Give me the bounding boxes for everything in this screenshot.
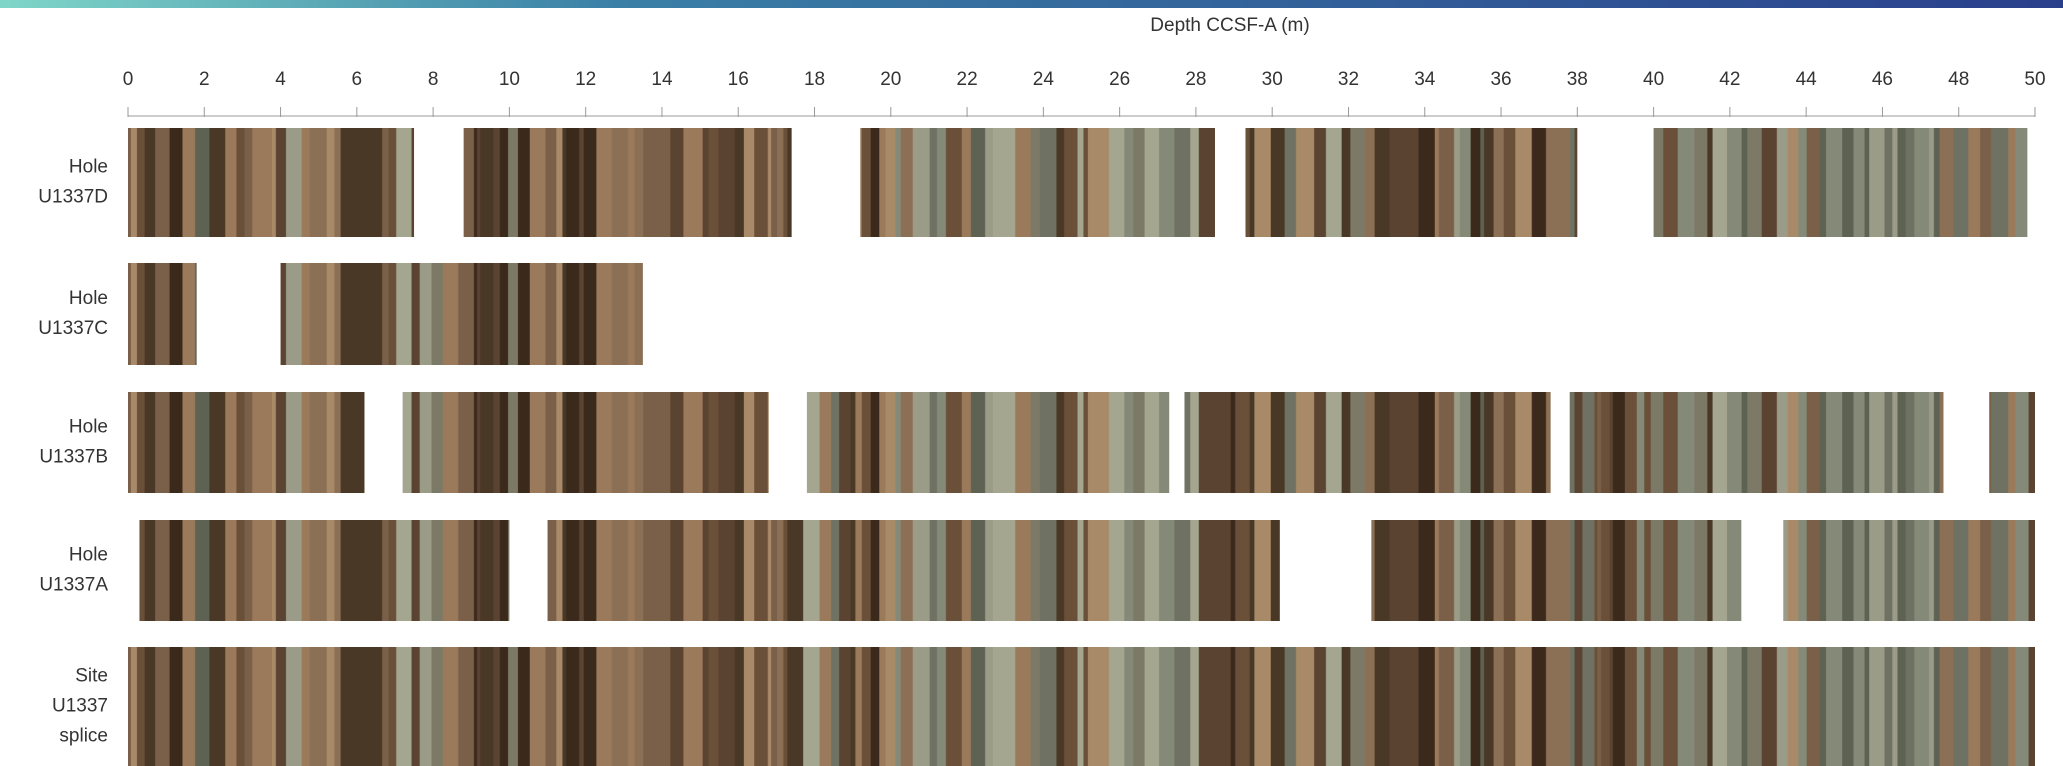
x-tick-label: 14 bbox=[651, 69, 673, 90]
x-tick-label: 0 bbox=[123, 69, 134, 90]
x-tick-label: 12 bbox=[575, 69, 596, 90]
row-label: splice bbox=[59, 726, 108, 747]
x-tick-label: 10 bbox=[499, 69, 520, 90]
x-tick-label: 6 bbox=[352, 69, 363, 90]
row-label: U1337D bbox=[38, 187, 108, 208]
top-band bbox=[0, 0, 2063, 8]
core-segment bbox=[806, 392, 1170, 493]
core-segment bbox=[128, 392, 365, 493]
core-segment bbox=[1569, 392, 1944, 493]
row-label: Hole bbox=[69, 417, 108, 438]
x-tick-label: 8 bbox=[428, 69, 439, 90]
x-tick-label: 4 bbox=[275, 69, 286, 90]
x-tick-label: 20 bbox=[880, 69, 901, 90]
row-label: Hole bbox=[69, 545, 108, 566]
row-label: U1337 bbox=[52, 696, 108, 717]
x-tick-label: 16 bbox=[728, 69, 749, 90]
x-tick-label: 50 bbox=[2024, 69, 2045, 90]
x-tick-label: 46 bbox=[1872, 69, 1893, 90]
x-axis-label: Depth CCSF-A (m) bbox=[1150, 15, 1309, 36]
core-segment bbox=[1245, 128, 1578, 237]
x-tick-label: 28 bbox=[1185, 69, 1206, 90]
core-segment bbox=[128, 128, 415, 237]
x-tick-label: 34 bbox=[1414, 69, 1436, 90]
x-tick-label: 38 bbox=[1567, 69, 1588, 90]
core-segment bbox=[139, 520, 510, 621]
x-tick-label: 42 bbox=[1719, 69, 1740, 90]
core-segment bbox=[128, 647, 2035, 766]
x-tick-label: 2 bbox=[199, 69, 210, 90]
row-label: U1337B bbox=[39, 447, 108, 468]
core-segment bbox=[1184, 392, 1551, 493]
row-label: Site bbox=[75, 666, 108, 687]
x-tick-label: 32 bbox=[1338, 69, 1359, 90]
x-tick-label: 26 bbox=[1109, 69, 1130, 90]
row-label: Hole bbox=[69, 288, 108, 309]
x-tick-label: 48 bbox=[1948, 69, 1969, 90]
core-segment bbox=[1989, 392, 2035, 493]
core-segment bbox=[1653, 128, 2028, 237]
x-tick-label: 30 bbox=[1262, 69, 1283, 90]
core-segment bbox=[860, 128, 1215, 237]
x-tick-label: 36 bbox=[1490, 69, 1511, 90]
core-segment bbox=[463, 128, 792, 237]
row-label: U1337A bbox=[39, 575, 108, 596]
x-tick-label: 18 bbox=[804, 69, 825, 90]
core-segment bbox=[128, 263, 197, 365]
core-segment bbox=[547, 520, 1280, 621]
core-segment bbox=[280, 263, 643, 365]
core-segment bbox=[402, 392, 769, 493]
row-label: U1337C bbox=[38, 318, 108, 339]
x-tick-label: 40 bbox=[1643, 69, 1664, 90]
x-tick-label: 24 bbox=[1033, 69, 1055, 90]
row-label: Hole bbox=[69, 157, 108, 178]
x-tick-label: 44 bbox=[1796, 69, 1818, 90]
core-segment bbox=[1783, 520, 2035, 621]
x-tick-label: 22 bbox=[957, 69, 978, 90]
core-segment bbox=[1371, 520, 1742, 621]
